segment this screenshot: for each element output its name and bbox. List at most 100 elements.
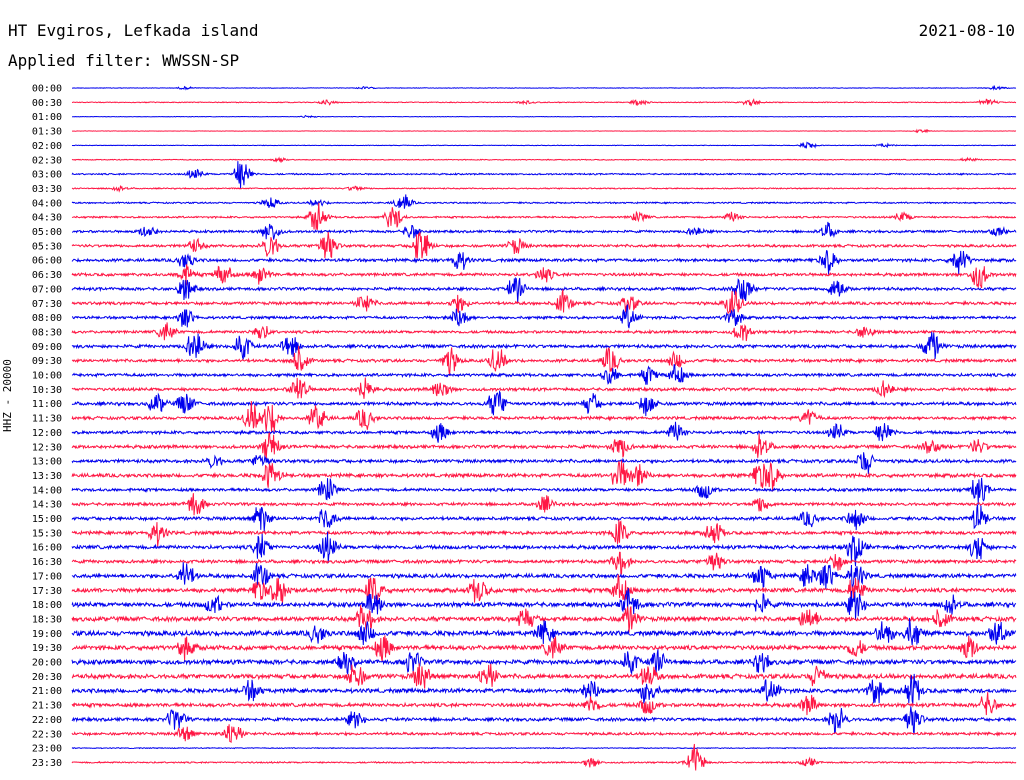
time-label: 00:00 — [32, 84, 62, 95]
time-label: 04:00 — [32, 198, 62, 209]
time-label: 13:00 — [32, 457, 62, 468]
trace-line — [71, 277, 1017, 303]
time-label: 00:30 — [32, 98, 62, 109]
time-label: 01:30 — [32, 127, 62, 138]
trace-line — [71, 114, 1017, 119]
trace-line — [71, 377, 1017, 399]
trace-line — [71, 231, 1017, 259]
trace-line — [71, 574, 1017, 605]
trace-line — [71, 98, 1017, 107]
time-label: 07:00 — [32, 284, 62, 295]
trace-line — [71, 141, 1017, 149]
time-label: 14:30 — [32, 500, 62, 511]
time-label: 16:00 — [32, 543, 62, 554]
trace-line — [71, 84, 1017, 91]
station-title: HT Evgiros, Lefkada island — [8, 21, 259, 40]
trace-line — [71, 460, 1017, 492]
time-label: 02:00 — [32, 141, 62, 152]
time-label: 10:30 — [32, 385, 62, 396]
trace-line — [71, 421, 1017, 443]
trace-line — [71, 477, 1017, 505]
trace-line — [71, 322, 1017, 342]
time-label: 05:00 — [32, 227, 62, 238]
trace-line — [71, 221, 1017, 240]
trace-line — [71, 663, 1017, 689]
time-label: 15:30 — [32, 528, 62, 539]
time-label: 03:00 — [32, 170, 62, 181]
trace-line — [71, 185, 1017, 193]
trace-line — [71, 617, 1017, 646]
trace-line — [71, 390, 1017, 417]
time-label: 09:00 — [32, 342, 62, 353]
trace-line — [71, 303, 1017, 329]
trace-line — [71, 706, 1017, 736]
trace-line — [71, 331, 1017, 360]
time-label: 06:30 — [32, 270, 62, 281]
time-label: 04:30 — [32, 213, 62, 224]
trace-line — [71, 128, 1017, 134]
time-label: 12:30 — [32, 442, 62, 453]
time-label: 17:00 — [32, 571, 62, 582]
time-label: 19:30 — [32, 643, 62, 654]
trace-line — [71, 202, 1017, 230]
time-label: 05:30 — [32, 241, 62, 252]
trace-line — [71, 673, 1017, 704]
time-label: 11:30 — [32, 414, 62, 425]
time-label: 08:00 — [32, 313, 62, 324]
time-label: 20:30 — [32, 672, 62, 683]
trace-line — [71, 504, 1017, 532]
time-label: 22:00 — [32, 715, 62, 726]
time-label: 01:00 — [32, 112, 62, 123]
trace-line — [71, 345, 1017, 376]
time-label: 19:00 — [32, 629, 62, 640]
time-label: 07:30 — [32, 299, 62, 310]
trace-line — [71, 194, 1017, 209]
time-label: 13:30 — [32, 471, 62, 482]
trace-line — [71, 249, 1017, 275]
time-label: 18:00 — [32, 600, 62, 611]
trace-line — [71, 519, 1017, 547]
time-label: 11:00 — [32, 399, 62, 410]
time-label: 23:30 — [32, 758, 62, 769]
trace-line — [71, 432, 1017, 460]
trace-line — [71, 635, 1017, 663]
trace-line — [71, 562, 1017, 592]
trace-line — [71, 493, 1017, 516]
trace-line — [71, 531, 1017, 567]
time-label: 12:00 — [32, 428, 62, 439]
time-label: 22:30 — [32, 729, 62, 740]
time-label: 18:30 — [32, 614, 62, 625]
trace-line — [71, 161, 1017, 189]
time-label: 21:00 — [32, 686, 62, 697]
time-label: 10:00 — [32, 371, 62, 382]
time-label: 06:00 — [32, 256, 62, 267]
time-label: 17:30 — [32, 586, 62, 597]
time-label: 20:00 — [32, 658, 62, 669]
trace-line — [71, 289, 1017, 318]
trace-line — [71, 649, 1017, 676]
trace-line — [71, 692, 1017, 716]
time-label: 15:00 — [32, 514, 62, 525]
trace-line — [71, 724, 1017, 744]
trace-line — [71, 588, 1017, 620]
time-label: 16:30 — [32, 557, 62, 568]
trace-line — [71, 156, 1017, 163]
time-label: 08:30 — [32, 327, 62, 338]
trace-line — [71, 364, 1017, 385]
trace-line — [71, 264, 1017, 289]
trace-line — [71, 743, 1017, 771]
time-label: 21:30 — [32, 701, 62, 712]
time-label: 02:30 — [32, 155, 62, 166]
time-label: 03:30 — [32, 184, 62, 195]
filter-label: Applied filter: WWSSN-SP — [8, 51, 240, 70]
trace-line — [71, 605, 1017, 633]
trace-line — [71, 452, 1017, 475]
record-date: 2021-08-10 — [918, 21, 1015, 40]
trace-line — [71, 551, 1017, 577]
trace-line — [71, 746, 1017, 750]
time-label: 09:30 — [32, 356, 62, 367]
time-label: 23:00 — [32, 744, 62, 755]
time-label: 14:00 — [32, 485, 62, 496]
trace-line — [71, 401, 1017, 433]
